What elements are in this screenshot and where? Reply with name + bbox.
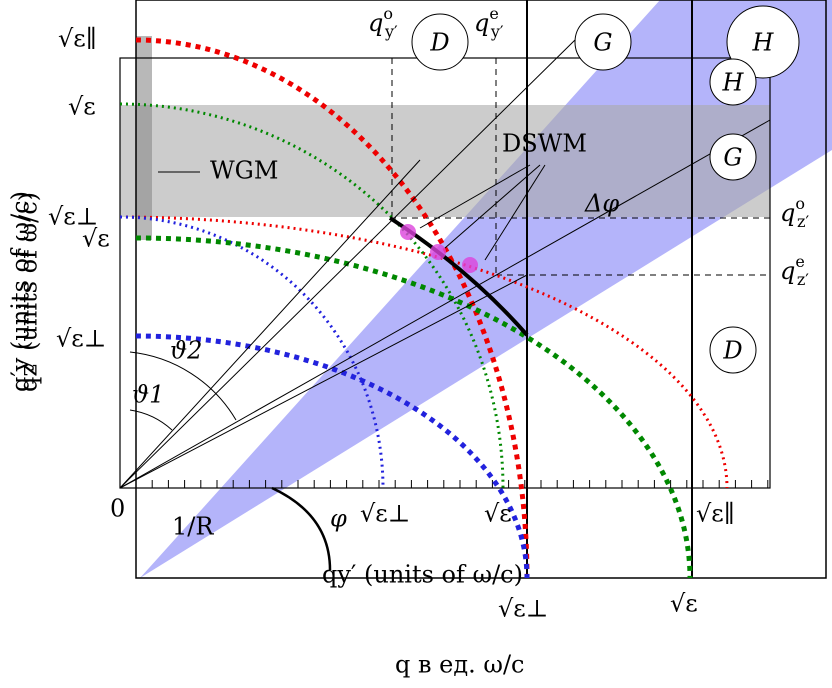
background (120, 0, 832, 578)
arc (119, 215, 385, 489)
label: WGM (210, 157, 278, 185)
label: √ε (670, 590, 698, 618)
gray-band (120, 105, 770, 217)
label: ϑ1 (132, 381, 164, 409)
label: √ε∥ (696, 500, 735, 528)
label: Δφ (584, 190, 619, 218)
label-part: y′ (384, 22, 398, 41)
label: qo z′ (780, 194, 809, 231)
label: √ε∥ (58, 25, 97, 53)
arc (119, 215, 729, 489)
label: qe z′ (780, 252, 809, 289)
label: qo y′ (368, 4, 398, 41)
label: H (722, 69, 745, 97)
label: qe y′ (474, 4, 504, 41)
label-part: q (780, 199, 795, 227)
label: D (429, 29, 449, 57)
label-part: q (368, 9, 383, 37)
gray-strip (136, 36, 152, 240)
angle-arc (129, 351, 237, 421)
label-part: z′ (797, 270, 809, 289)
label: φ (330, 505, 347, 533)
label: qy′ (units of ω/c) (322, 561, 523, 589)
label: H (752, 29, 775, 57)
circles (411, 5, 800, 374)
rays (119, 39, 771, 489)
arc (135, 333, 530, 579)
label: √ε (82, 225, 110, 253)
arc (135, 37, 530, 579)
label: √ε⊥ (360, 500, 410, 528)
label-part: o (795, 194, 805, 213)
label: √ε⊥ (498, 595, 548, 623)
frames (119, 0, 827, 579)
label: G (593, 29, 612, 57)
ticks (135, 480, 769, 488)
label: √ε⊥ (56, 325, 106, 353)
label: ϑ2 (170, 337, 202, 365)
label: 0 (110, 495, 125, 523)
label-part: e (795, 252, 804, 271)
label: √ε (68, 93, 96, 121)
label: √ε (484, 500, 512, 528)
label-part: q (780, 257, 795, 285)
label: DSWM (502, 130, 587, 158)
label: q′y (units of ω/c) (7, 191, 35, 392)
label: D (722, 337, 742, 365)
label-part: o (383, 4, 393, 23)
angle-arc (129, 409, 173, 431)
label: G (723, 144, 742, 172)
label-part: q (474, 9, 489, 37)
label: 1/R (172, 513, 214, 541)
labels: √ε∥ √ε √ε⊥ √ε √ε⊥ qo y′ qe y′ qo z′ qe z′ D … (7, 4, 810, 679)
arrows (158, 164, 546, 261)
arc (135, 235, 693, 579)
outer-frame (135, 0, 827, 579)
label-part: e (489, 4, 498, 23)
points (400, 224, 478, 273)
phi-arrow (271, 486, 332, 571)
label-part: z′ (797, 212, 809, 231)
label: qz′ (units of ω/c) (15, 192, 43, 392)
arc (119, 102, 505, 489)
label-part: y′ (490, 22, 504, 41)
label: √ε⊥ (48, 203, 98, 231)
label: q в ед. ω/c (395, 651, 524, 679)
